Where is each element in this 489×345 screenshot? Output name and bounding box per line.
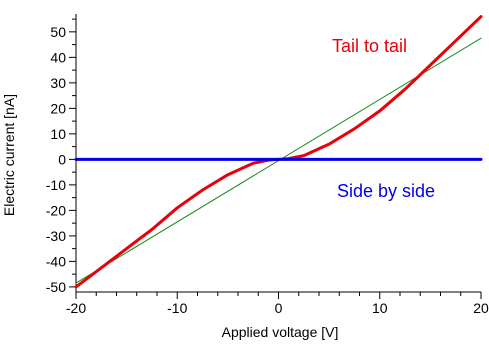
y-axis-ticks: -50 -40 -30 -20 -10 0 10 20 30 40 50 [46, 18, 76, 295]
series-label-side-by-side: Side by side [337, 181, 435, 201]
y-tick-label: -10 [46, 177, 66, 193]
x-tick-label: -20 [66, 300, 86, 316]
series-label-tail-to-tail: Tail to tail [332, 36, 407, 56]
series-layer [74, 15, 483, 289]
y-tick-label: 30 [50, 75, 66, 91]
x-tick-label: 0 [275, 300, 283, 316]
x-tick-label: 10 [372, 300, 388, 316]
x-tick-label: -10 [167, 300, 187, 316]
y-tick-label: -40 [46, 253, 66, 269]
y-tick-label: 10 [50, 126, 66, 142]
x-axis-title: Applied voltage [V] [222, 324, 339, 340]
y-tick-label: 0 [58, 151, 66, 167]
y-tick-label: 20 [50, 100, 66, 116]
y-axis-title: Electric current [nA] [1, 94, 17, 216]
plot-frame [75, 14, 481, 293]
y-tick-label: 40 [50, 49, 66, 65]
y-tick-label: -50 [46, 279, 66, 295]
y-tick-label: -20 [46, 202, 66, 218]
x-axis-ticks: -20 -10 0 10 20 [66, 292, 489, 316]
y-tick-label: -30 [46, 228, 66, 244]
y-tick-label: 50 [50, 24, 66, 40]
x-tick-label: 20 [473, 300, 489, 316]
